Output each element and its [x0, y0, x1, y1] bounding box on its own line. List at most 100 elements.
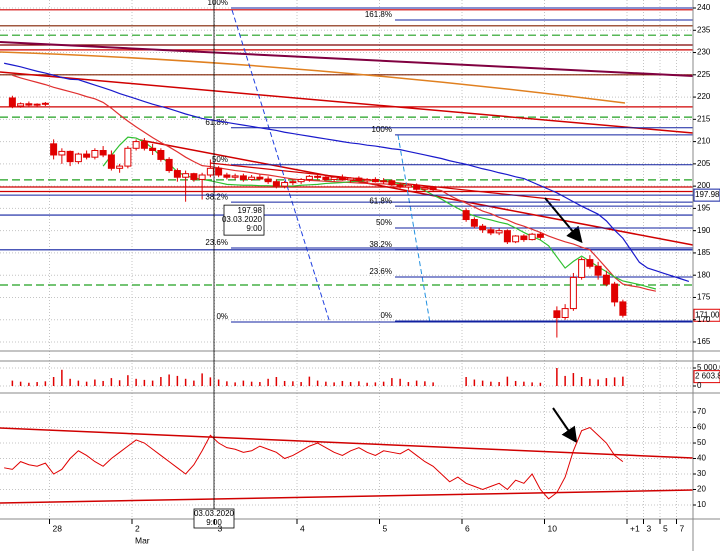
candle-body: [305, 175, 313, 180]
candle-body: [132, 141, 140, 149]
volume-bar: [275, 377, 278, 386]
candle-body: [91, 150, 99, 158]
candle-body: [173, 170, 181, 178]
volume-bar: [184, 378, 187, 386]
candle-body: [314, 175, 322, 178]
volume-bar: [160, 377, 162, 386]
candle-body: [8, 97, 16, 107]
fibonacci: 100% 61.8% 50% 38.2% 23.6% 0% 161.8% 100% 61.8% 5…: [205, 0, 693, 323]
candle-body: [479, 225, 487, 231]
volume-bar: [325, 381, 327, 386]
volume-bar: [391, 378, 393, 386]
candle-body: [33, 103, 41, 106]
candle-body: [371, 178, 379, 183]
volume-bar: [209, 377, 212, 386]
candle-body: [462, 210, 470, 221]
y-tick-label: 185: [697, 248, 711, 257]
fib-label: 23.6%: [369, 267, 392, 276]
candle-body: [388, 180, 396, 186]
candle-body: [528, 233, 536, 241]
volume-bar: [506, 376, 509, 386]
candle-body: [347, 177, 355, 181]
fib-label: 50%: [376, 218, 392, 227]
volume-bar: [283, 380, 286, 386]
candle-body: [578, 259, 586, 278]
date-box: [193, 508, 235, 529]
trend-line: [0, 427, 694, 459]
volume-bar: [424, 381, 426, 386]
volume-bar: [622, 376, 624, 386]
candle-body: [116, 165, 124, 169]
fib-label: 100%: [208, 0, 228, 7]
y-tick-label: 70: [697, 407, 706, 416]
volume-bar: [514, 380, 517, 386]
candle-body: [25, 103, 33, 106]
volume-bar: [168, 374, 170, 386]
x-tick-label: 7: [680, 523, 685, 533]
moving-average: [12, 74, 657, 292]
candle-body: [190, 173, 198, 180]
volume-bar: [19, 381, 22, 386]
volume-bar: [349, 382, 352, 386]
trend-lines: [0, 9, 694, 504]
volume-bar: [52, 377, 55, 386]
candle-body: [561, 308, 569, 318]
y-tick-label: 30: [697, 469, 706, 478]
volume-bar: [36, 382, 38, 386]
volume-bar: [226, 381, 228, 386]
volume-bar: [201, 373, 203, 386]
volume-bar: [316, 380, 319, 386]
axis: 1651701751801851901952002052102152202252…: [49, 3, 720, 545]
price-tag-box: [693, 308, 720, 322]
candle-body: [99, 150, 107, 156]
candle-body: [470, 219, 478, 227]
crosshair-time: 9:00: [246, 224, 262, 233]
y-tick-label: 5 000.0: [697, 363, 720, 372]
volume-bar: [572, 373, 575, 386]
volume-bar: [498, 382, 500, 386]
candle-body: [182, 173, 190, 178]
volume-bar: [399, 378, 401, 386]
y-tick-label: 240: [697, 3, 711, 12]
fib-label: 50%: [212, 155, 228, 164]
candle-body: [107, 154, 115, 169]
candle-body: [363, 178, 371, 182]
volume-bar: [366, 382, 368, 386]
volume-bar: [531, 382, 533, 386]
candle-body: [380, 180, 388, 183]
candle-body: [594, 265, 602, 276]
x-tick-label: +1: [630, 523, 640, 533]
y-tick-label: 215: [697, 114, 711, 123]
y-tick-label: 50: [697, 438, 706, 447]
price-tag-box: [693, 370, 720, 384]
candle-body: [413, 184, 421, 190]
candle-body: [338, 176, 346, 181]
y-tick-label: 235: [697, 25, 711, 34]
candle-body: [223, 174, 231, 178]
y-tick-label: 60: [697, 423, 706, 432]
y-tick-label: 165: [697, 337, 711, 346]
y-tick-label: 200: [697, 181, 711, 190]
price-tag: 197.98: [695, 190, 720, 199]
volume-bar: [432, 382, 434, 386]
candle-body: [157, 150, 165, 160]
y-tick-label: 175: [697, 293, 711, 302]
candle-body: [248, 176, 256, 180]
x-tick-label: 3: [647, 523, 652, 533]
volume-bar: [333, 382, 335, 386]
crosshair-value: 197.98: [238, 206, 263, 215]
candle-body: [83, 153, 91, 158]
fib-label: 61.8%: [205, 118, 228, 127]
candle-body: [611, 283, 619, 303]
candle-body: [536, 233, 544, 238]
candle-body: [429, 187, 437, 191]
volume-bar: [580, 377, 583, 386]
volume-bar: [259, 382, 261, 386]
volume-bar: [217, 379, 220, 386]
x-tick-label: 28: [53, 523, 63, 533]
y-tick-label: 40: [697, 454, 706, 463]
price-tag: 2 603.8: [695, 372, 720, 381]
levels: [0, 9, 693, 286]
candle-body: [619, 301, 627, 316]
